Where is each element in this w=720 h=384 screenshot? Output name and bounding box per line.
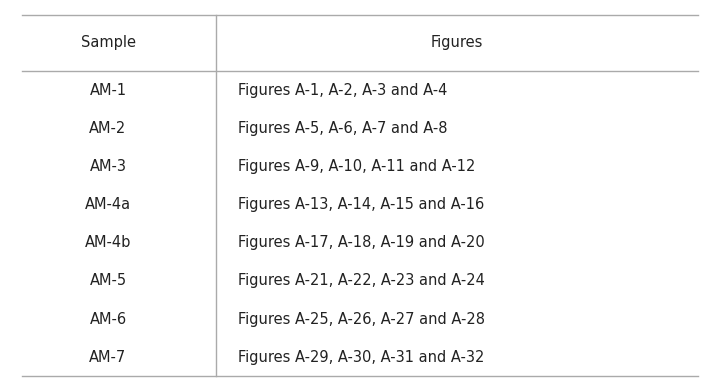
Text: Figures A-5, A-6, A-7 and A-8: Figures A-5, A-6, A-7 and A-8 (238, 121, 447, 136)
Text: AM-7: AM-7 (89, 350, 127, 365)
Text: AM-5: AM-5 (89, 273, 127, 288)
Text: Figures A-29, A-30, A-31 and A-32: Figures A-29, A-30, A-31 and A-32 (238, 350, 484, 365)
Text: Figures A-17, A-18, A-19 and A-20: Figures A-17, A-18, A-19 and A-20 (238, 235, 485, 250)
Text: Figures A-1, A-2, A-3 and A-4: Figures A-1, A-2, A-3 and A-4 (238, 83, 447, 98)
Text: Figures A-9, A-10, A-11 and A-12: Figures A-9, A-10, A-11 and A-12 (238, 159, 475, 174)
Text: AM-2: AM-2 (89, 121, 127, 136)
Text: AM-4a: AM-4a (85, 197, 131, 212)
Text: Sample: Sample (81, 35, 135, 50)
Text: AM-4b: AM-4b (85, 235, 131, 250)
Text: Figures: Figures (431, 35, 483, 50)
Text: AM-6: AM-6 (89, 311, 127, 326)
Text: AM-3: AM-3 (89, 159, 127, 174)
Text: Figures A-21, A-22, A-23 and A-24: Figures A-21, A-22, A-23 and A-24 (238, 273, 485, 288)
Text: Figures A-13, A-14, A-15 and A-16: Figures A-13, A-14, A-15 and A-16 (238, 197, 484, 212)
Text: AM-1: AM-1 (89, 83, 127, 98)
Text: Figures A-25, A-26, A-27 and A-28: Figures A-25, A-26, A-27 and A-28 (238, 311, 485, 326)
